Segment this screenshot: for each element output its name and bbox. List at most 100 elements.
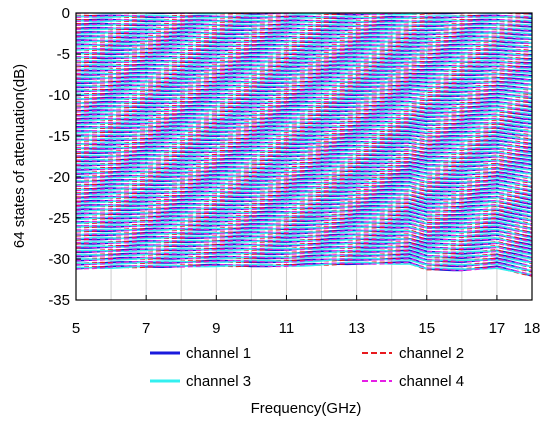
series-line: [76, 185, 532, 196]
series-layer: [76, 7, 532, 277]
series-line: [76, 205, 532, 218]
series-line: [76, 197, 532, 210]
series-line: [76, 104, 532, 111]
series-line: [76, 225, 532, 239]
series-line: [76, 249, 532, 263]
series-line: [76, 225, 532, 240]
legend-label-channel-2: channel 2: [399, 345, 464, 362]
legend: channel 1 channel 2 channel 3 channel 4: [150, 345, 464, 390]
series-line: [76, 165, 532, 174]
series-line: [76, 116, 532, 125]
series-line: [76, 80, 532, 87]
series-line: [76, 7, 532, 10]
series-line: [76, 92, 532, 98]
series-line: [76, 209, 532, 222]
series-line: [76, 245, 532, 260]
series-line: [76, 120, 532, 127]
series-line: [76, 245, 532, 259]
series-line: [76, 100, 532, 107]
series-line: [76, 213, 532, 227]
series-line: [76, 55, 532, 61]
series-line: [76, 181, 532, 191]
series-line: [76, 7, 532, 10]
series-line: [76, 152, 532, 162]
series-line: [76, 144, 532, 154]
series-line: [76, 35, 532, 41]
series-line: [76, 108, 532, 115]
y-tick-label: -10: [48, 87, 70, 104]
series-line: [76, 63, 532, 69]
x-tick-label: 11: [279, 320, 295, 337]
series-line: [76, 201, 532, 214]
series-line: [76, 257, 532, 271]
y-tick-label: -5: [57, 46, 70, 63]
series-line: [76, 140, 532, 150]
series-line: [76, 76, 532, 81]
y-tick-label: -15: [48, 128, 70, 145]
series-line: [76, 233, 532, 246]
series-line: [76, 229, 532, 244]
series-line: [76, 22, 532, 28]
y-tick-label: -25: [48, 210, 70, 227]
series-line: [76, 148, 532, 158]
y-axis-label: 64 states of attenuation(dB): [11, 64, 28, 248]
series-line: [76, 31, 532, 36]
series-line: [76, 14, 532, 20]
x-axis-label: Frequency(GHz): [251, 400, 362, 417]
series-line: [76, 27, 532, 32]
series-line: [76, 261, 532, 276]
series-line: [76, 209, 532, 220]
series-line: [76, 169, 532, 178]
series-line: [76, 254, 532, 267]
plot-frame: [75, 12, 533, 301]
series-line: [76, 100, 532, 106]
series-line: [76, 7, 532, 11]
series-line: [76, 39, 532, 45]
series-line: [76, 84, 532, 89]
y-axis-ticks: 0 -5 -10 -15 -20 -25 -30 -35: [48, 5, 81, 309]
series-line: [76, 96, 532, 103]
series-line: [76, 136, 532, 146]
series-line: [76, 72, 532, 77]
series-line: [76, 43, 532, 49]
series-line: [76, 18, 532, 24]
series-line: [83, 13, 532, 16]
series-line: [76, 22, 532, 28]
y-tick-label: -35: [48, 292, 70, 309]
series-line: [76, 136, 532, 146]
series-line: [76, 193, 532, 205]
series-line: [76, 161, 532, 170]
series-line: [76, 59, 532, 66]
series-line: [76, 112, 532, 121]
series-line: [76, 132, 532, 142]
x-tick-label: 7: [142, 320, 150, 337]
series-line: [76, 221, 532, 235]
series-line: [76, 185, 532, 195]
series-line: [76, 193, 532, 204]
series-line: [76, 229, 532, 242]
series-line: [76, 241, 532, 254]
series-line: [76, 128, 532, 138]
x-tick-label: 13: [348, 320, 365, 337]
x-tick-label: 9: [212, 320, 220, 337]
series-line: [76, 221, 532, 235]
series-line: [76, 35, 532, 40]
legend-label-channel-1: channel 1: [186, 345, 251, 362]
series-line: [76, 181, 532, 192]
x-tick-label: 15: [418, 320, 435, 337]
series-line: [76, 47, 532, 53]
series-line: [76, 197, 532, 208]
x-tick-label: 18: [524, 320, 541, 337]
series-line: [76, 173, 532, 183]
x-axis-ticks: 5 7 9 11 13 15 17 18: [72, 295, 541, 337]
series-line: [76, 55, 532, 62]
series-line: [76, 18, 532, 24]
series-line: [76, 51, 532, 57]
series-line: [76, 96, 532, 102]
series-line: [76, 217, 532, 231]
series-line: [76, 189, 532, 201]
series-line: [76, 120, 532, 129]
y-tick-label: -20: [48, 169, 70, 186]
series-line: [76, 68, 532, 73]
